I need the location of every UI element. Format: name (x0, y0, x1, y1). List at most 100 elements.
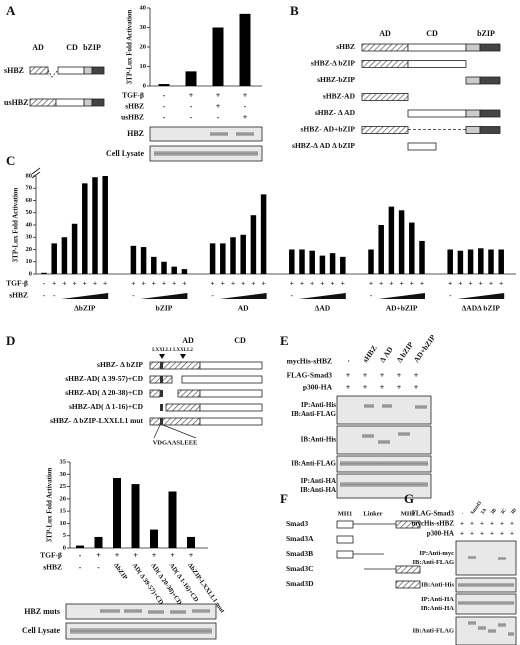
sign: - (43, 291, 46, 300)
y-tick-label: 40 (26, 221, 33, 228)
y-tick-label: 15 (60, 508, 67, 515)
bar (457, 250, 464, 274)
bar (71, 223, 78, 274)
column-label: 3A (480, 508, 488, 516)
bar (220, 243, 226, 274)
gel (455, 540, 517, 576)
y-tick-label: 25 (60, 483, 67, 490)
domain-box (407, 43, 467, 52)
bar (260, 194, 267, 274)
label: IP:Anti-HA (421, 596, 454, 603)
label: TGF-β (6, 279, 28, 288)
sign: - (163, 113, 166, 122)
group-label: AD+bZIP (386, 304, 418, 313)
bar (447, 249, 453, 274)
sign: - (211, 291, 214, 300)
domain-label: AD (32, 43, 44, 52)
sign: - (370, 291, 373, 300)
y-axis-label: 3TP-Lux Fold Activation (126, 10, 134, 85)
sign: - (190, 102, 193, 111)
group-label: ΔbZIP (74, 304, 96, 313)
band (340, 482, 428, 487)
sign: + (152, 279, 156, 288)
sign: + (363, 383, 368, 392)
domain-box (465, 76, 481, 85)
label: usHBZ (121, 113, 144, 122)
sign: + (152, 551, 157, 560)
bar (498, 249, 504, 274)
label: IB:Anti-FLAG (412, 627, 454, 634)
bar (419, 240, 425, 274)
domain-box (199, 417, 263, 426)
sign: + (410, 279, 414, 288)
sign: + (414, 383, 419, 392)
group-label: ΔAD (315, 304, 331, 313)
domain-box (29, 66, 49, 75)
band (170, 610, 186, 614)
band (378, 440, 390, 444)
sign: + (470, 520, 474, 528)
domain-box (336, 535, 354, 544)
label: HBZ (127, 129, 144, 138)
sign: + (499, 279, 503, 288)
y-tick-label: 30 (140, 24, 147, 31)
bar (51, 243, 57, 274)
domain-box (91, 66, 105, 75)
sign: + (448, 279, 452, 288)
sign: + (379, 279, 383, 288)
bar (230, 237, 236, 274)
panel-letter: G (404, 491, 414, 506)
band (498, 557, 506, 560)
sign: - (132, 291, 135, 300)
bar (151, 256, 157, 274)
label: Smad3C (286, 564, 314, 573)
y-tick-label: 5 (63, 532, 67, 539)
sign: - (291, 291, 294, 300)
axis-break (31, 167, 41, 179)
domain-box (55, 98, 85, 107)
panel-letter: D (6, 333, 15, 348)
domain-box (361, 93, 409, 101)
column-label: sHBZ (361, 344, 379, 365)
y-tick-label: 70 (26, 185, 33, 192)
bar (130, 245, 137, 274)
sign: - (190, 113, 193, 122)
label: sHBZ (43, 563, 62, 572)
band (458, 583, 514, 587)
bar (171, 266, 177, 274)
bar (92, 177, 98, 274)
y-tick-label: 0 (29, 270, 32, 277)
bar (113, 477, 121, 548)
bar (158, 84, 170, 86)
bar (181, 269, 188, 274)
bar (76, 545, 84, 548)
bar (102, 176, 108, 274)
domain-box (149, 389, 161, 398)
y-tick-label: 60 (26, 197, 33, 204)
domain-label: bZIP (477, 29, 495, 38)
sign: + (52, 279, 56, 288)
sign: + (389, 279, 393, 288)
sign: - (43, 279, 46, 288)
domain-box (395, 565, 421, 574)
label: HBZ muts (24, 607, 60, 616)
label: IB:Anti-FLAG (412, 559, 454, 566)
sign: + (489, 279, 493, 288)
panel-letter: B (290, 3, 299, 18)
group-label: ΔADΔ bZIP (462, 304, 501, 313)
motif-arrow (159, 354, 186, 359)
label: p300-HA (427, 530, 454, 538)
domain-label: AD (182, 336, 194, 345)
dose-wedge (140, 293, 188, 299)
bar (61, 237, 68, 274)
band (70, 628, 212, 634)
splice (47, 69, 59, 78)
sign: + (346, 383, 351, 392)
domain-box (479, 126, 501, 134)
bar (185, 71, 197, 86)
y-tick-label: 30 (60, 471, 67, 478)
band (340, 461, 428, 466)
dose-wedge (457, 293, 505, 299)
label: sHBZ- AD+bZIP (301, 125, 356, 134)
sign: + (131, 279, 135, 288)
